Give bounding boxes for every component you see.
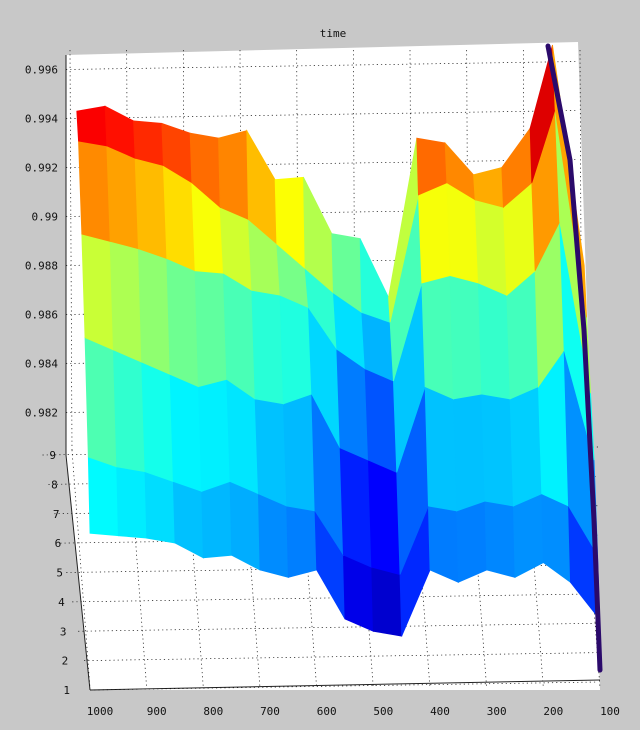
surface-patch [84, 336, 118, 468]
surface-patch [222, 272, 256, 400]
surface-patch [427, 505, 459, 583]
surface-patch [109, 240, 143, 363]
surface-patch [257, 493, 289, 578]
surface-patch [364, 368, 398, 474]
surface-patch [133, 120, 164, 167]
y-gridline [89, 681, 599, 691]
y-tick-label: 5 [56, 567, 63, 580]
x-tick-label: 300 [487, 705, 507, 718]
chart-title: time [320, 27, 347, 40]
x-tick-label: 200 [543, 705, 563, 718]
surface-patch [141, 361, 174, 483]
y-tick-label: 3 [60, 625, 67, 638]
y-gridline [78, 622, 599, 632]
surface-edge [545, 43, 603, 673]
surface-mesh [76, 43, 603, 673]
surface-patch [254, 398, 288, 507]
surface-patch [509, 385, 543, 507]
surface-patch [474, 199, 508, 296]
x-tick-label: 1000 [87, 705, 114, 718]
surface-patch [484, 500, 516, 578]
y-tick-label: 6 [55, 537, 62, 550]
y-tick-label: 9 [49, 449, 56, 462]
z-tick-label: 0.988 [25, 260, 58, 273]
surface-patch [78, 140, 111, 242]
surface-patch [339, 447, 373, 568]
tick-labels: 0.982 0.984 0.986 0.988 0.99 0.992 0.994 0.996 1… [25, 64, 620, 719]
surface-patch [134, 157, 168, 260]
surface-patch [137, 248, 171, 376]
y-tick-label: 4 [58, 596, 65, 609]
x-tick-label: 900 [147, 705, 167, 718]
surface-patch [452, 393, 486, 512]
surface-patch [87, 456, 119, 537]
surface-patch [477, 282, 511, 400]
surface-patch [229, 480, 261, 571]
y-tick-label: 7 [53, 508, 60, 521]
surface-patch [417, 182, 451, 284]
z-tick-label: 0.986 [25, 309, 58, 322]
x-tick-label: 400 [430, 705, 450, 718]
surface-patch [166, 257, 199, 388]
surface-patch [279, 294, 313, 405]
y-gridline [84, 652, 599, 661]
x-tick-label: 600 [317, 705, 337, 718]
surface-patch [197, 378, 231, 492]
surface-patch [106, 145, 139, 250]
z-tick-label: 0.984 [25, 358, 58, 371]
surface-patch [81, 233, 114, 351]
x-tick-label: 500 [373, 705, 393, 718]
x-tick-label: 700 [260, 705, 280, 718]
z-tick-label: 0.99 [32, 211, 59, 224]
surface-patch [194, 270, 228, 388]
z-tick-label: 0.982 [25, 407, 58, 420]
surface-patch [116, 466, 148, 539]
surface-patch [421, 275, 454, 400]
surface-patch [144, 471, 176, 544]
surface-patch [201, 480, 233, 559]
y-gridline [66, 564, 599, 573]
surface-patch [282, 393, 316, 512]
surface-patch [112, 349, 146, 473]
surface-patch [286, 505, 318, 578]
surface-patch [481, 393, 514, 507]
surface-patch [449, 275, 483, 400]
x-tick-label: 100 [600, 705, 620, 718]
surface-patch [342, 554, 374, 632]
z-tick-label: 0.996 [25, 64, 58, 77]
z-tick-label: 0.994 [25, 113, 58, 126]
surface-patch [251, 289, 284, 405]
y-tick-label: 2 [62, 655, 69, 668]
surface-patch [169, 373, 203, 492]
y-tick-label: 1 [63, 684, 70, 697]
surface-patch [218, 130, 249, 221]
surface-patch [367, 459, 401, 576]
surface-patch [76, 105, 108, 147]
surface-patch [512, 493, 544, 579]
surface-patch [456, 500, 488, 583]
z-tick-label: 0.992 [25, 162, 58, 175]
y-axis-line [65, 454, 91, 691]
surface-patch [424, 385, 458, 512]
x-tick-label: 800 [203, 705, 223, 718]
surface-patch [371, 566, 403, 637]
y-tick-label: 8 [51, 478, 58, 491]
